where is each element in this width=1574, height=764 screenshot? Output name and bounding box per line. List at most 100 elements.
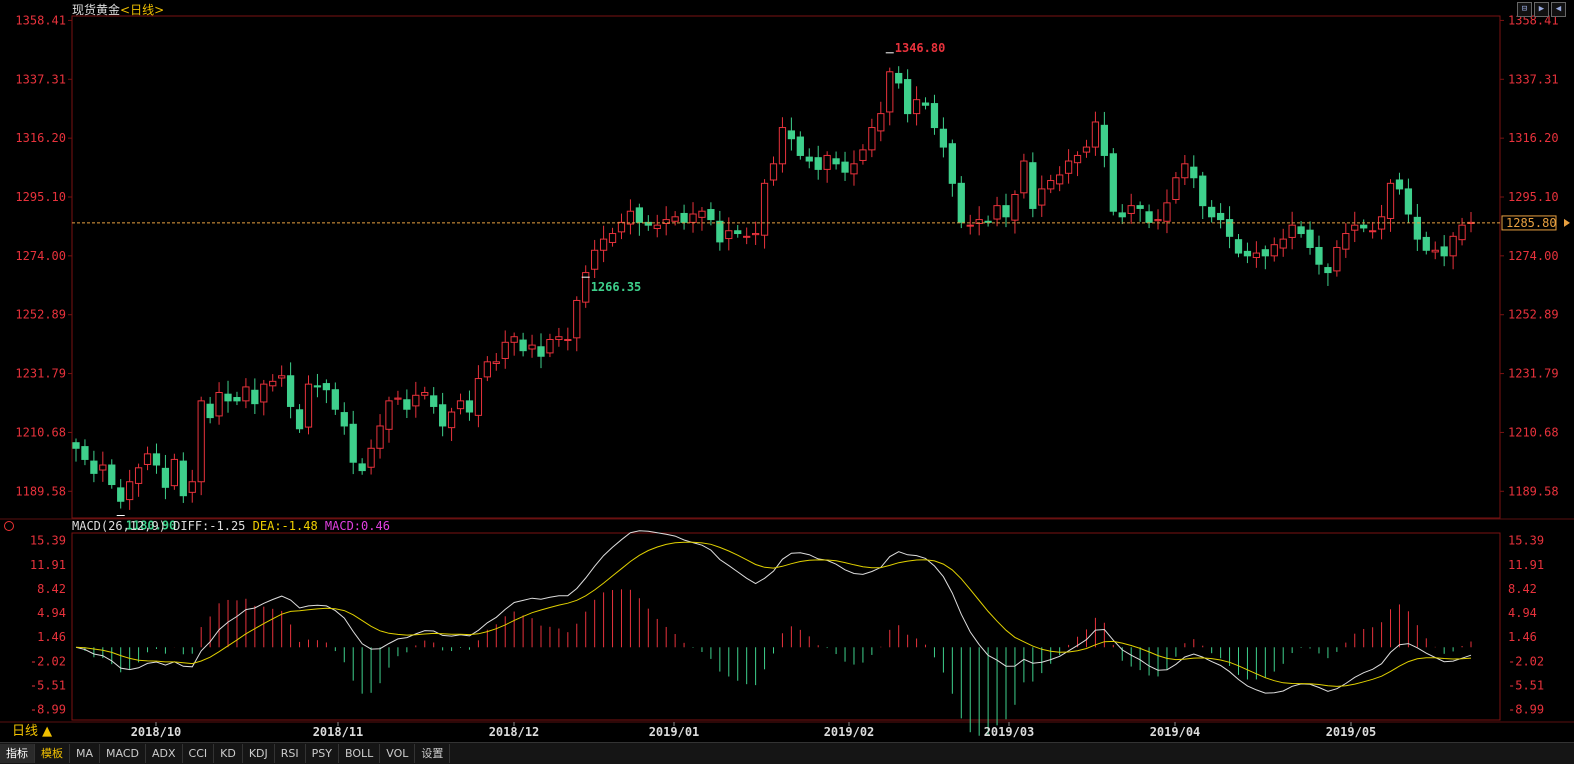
tab-kdj[interactable]: KDJ — [243, 744, 275, 763]
tab-boll[interactable]: BOLL — [339, 744, 381, 763]
macd-legend: MACD(26,12,9) DIFF:-1.25 DEA:-1.48 MACD:… — [72, 519, 390, 533]
candle-body — [1172, 177, 1180, 201]
candle — [1047, 174, 1055, 194]
current-price-line: 1285.80 — [72, 215, 1570, 231]
candle — [394, 390, 402, 405]
candle — [519, 332, 527, 357]
left-tick-label: 1295.10 — [15, 190, 66, 204]
candle — [921, 97, 930, 110]
candle — [260, 379, 268, 416]
candle — [134, 463, 143, 497]
candle-body — [1082, 146, 1091, 153]
candle — [456, 393, 465, 415]
candle — [126, 469, 134, 510]
candle — [1020, 153, 1028, 199]
candle — [1270, 237, 1278, 262]
candle-body — [1020, 160, 1028, 194]
candle-body — [886, 71, 894, 113]
candle — [1333, 240, 1341, 277]
candle-body — [1270, 244, 1278, 257]
candle-body — [814, 157, 822, 170]
candle-body — [278, 375, 286, 379]
macd-params: MACD(26,12,9) — [72, 519, 166, 533]
candle — [1029, 152, 1037, 218]
candle — [528, 334, 536, 358]
candlestick-series[interactable] — [72, 66, 1475, 510]
right-tick-label: 1295.10 — [1508, 190, 1559, 204]
candle — [707, 202, 715, 226]
candle — [1100, 111, 1108, 168]
candle — [81, 439, 89, 466]
candle — [912, 86, 921, 126]
candle-body — [760, 182, 769, 236]
candle-body — [537, 346, 545, 357]
candle — [269, 374, 277, 392]
candle-body — [769, 163, 778, 181]
play-back-icon[interactable]: ◀ — [1551, 2, 1566, 17]
candle — [948, 139, 956, 197]
tab-kd[interactable]: KD — [214, 744, 243, 763]
candle-body — [1386, 182, 1395, 219]
candle-body — [152, 453, 161, 466]
candle — [439, 392, 447, 437]
candle — [787, 117, 796, 151]
tab-template[interactable]: 模板 — [35, 744, 70, 763]
candle — [322, 379, 331, 404]
chart-title: 现货黄金<日线> — [72, 1, 164, 18]
tab-macd[interactable]: MACD — [100, 744, 146, 763]
x-tick-label: 2018/10 — [131, 725, 182, 739]
candle — [483, 356, 491, 382]
candle — [689, 202, 697, 233]
tab-rsi[interactable]: RSI — [275, 744, 306, 763]
tab-ma[interactable]: MA — [70, 744, 101, 763]
current-price-label: 1285.80 — [1506, 216, 1557, 230]
tab-psy[interactable]: PSY — [306, 744, 339, 763]
candle-body — [671, 216, 679, 222]
candle — [1002, 193, 1010, 228]
candle-body — [1261, 249, 1269, 257]
candle — [769, 156, 778, 186]
tab-vol[interactable]: VOL — [380, 744, 416, 763]
period-tab[interactable]: 日线 ▲ — [0, 723, 70, 741]
candle — [492, 353, 500, 371]
candle — [313, 373, 322, 398]
candle-body — [1351, 224, 1359, 231]
macd-value: MACD:0.46 — [324, 519, 390, 533]
candle-body — [1073, 154, 1082, 164]
candle-body — [1154, 219, 1162, 222]
left-tick-label: 1358.41 — [15, 13, 66, 27]
candle-body — [877, 113, 885, 132]
candle — [72, 438, 80, 462]
candle — [447, 407, 456, 442]
candle — [662, 206, 670, 236]
indicator-settings-icon[interactable] — [4, 521, 14, 531]
candle — [1163, 189, 1171, 234]
candle-body — [385, 400, 393, 430]
tab-settings[interactable]: 设置 — [415, 744, 451, 763]
right-tick-label: 1316.20 — [1508, 131, 1559, 145]
candle — [1404, 178, 1413, 223]
candle-body — [1288, 224, 1296, 238]
macd-right-tick: 15.39 — [1508, 534, 1544, 548]
candle — [251, 378, 259, 414]
candle-body — [242, 386, 250, 402]
candle-body — [1395, 179, 1404, 190]
x-tick-label: 2018/12 — [489, 725, 540, 739]
tab-adx[interactable]: ADX — [146, 744, 183, 763]
candle-body — [99, 464, 107, 471]
symbol-name: 现货黄金 — [72, 3, 121, 17]
candle — [1297, 221, 1305, 238]
candle — [698, 207, 706, 231]
candle-body — [778, 127, 787, 165]
candle — [626, 199, 635, 235]
macd-left-tick: -5.51 — [30, 678, 66, 692]
right-tick-label: 1231.79 — [1508, 367, 1559, 381]
candle — [805, 148, 813, 169]
restore-icon[interactable]: ⊟ — [1517, 2, 1532, 17]
candle — [841, 151, 849, 181]
tab-indicator[interactable]: 指标 — [0, 744, 35, 763]
candle — [1315, 235, 1323, 275]
candle — [108, 459, 116, 489]
tab-cci[interactable]: CCI — [183, 744, 215, 763]
play-forward-icon[interactable]: ▶ — [1534, 2, 1549, 17]
